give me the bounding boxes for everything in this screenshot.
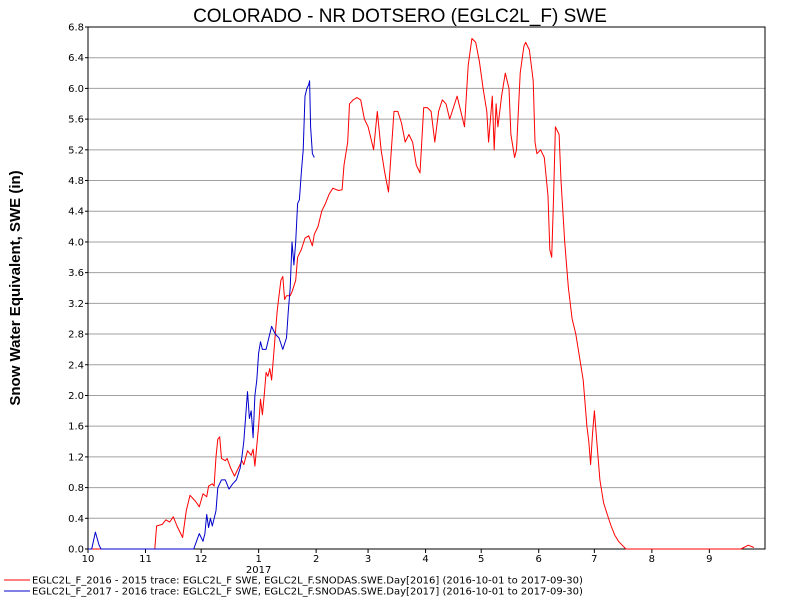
y-tick-label: 0.8 xyxy=(68,483,84,494)
y-tick-label: 2.0 xyxy=(68,391,84,402)
x-tick-label: 12 xyxy=(195,554,208,565)
y-axis-label: Snow Water Equivalent, SWE (in) xyxy=(7,170,24,405)
y-tick-label: 2.8 xyxy=(68,330,84,341)
y-tick-label: 4.4 xyxy=(68,207,84,218)
x-tick-label: 9 xyxy=(706,554,712,565)
y-tick-label: 3.2 xyxy=(68,299,84,310)
x-tick-label: 7 xyxy=(591,554,597,565)
y-tick-label: 6.0 xyxy=(68,84,84,95)
y-tick-label: 4.8 xyxy=(68,176,84,187)
plot-frame xyxy=(87,26,766,550)
x-tick-label: 5 xyxy=(478,554,484,565)
x-tick-label: 11 xyxy=(139,554,152,565)
legend-label-1: EGLC2L_F_2016 - 2015 trace: EGLC2L_F SWE… xyxy=(32,576,583,587)
y-tick-label: 5.6 xyxy=(68,115,84,126)
x-tick-label: 8 xyxy=(649,554,655,565)
y-tick-label: 0.0 xyxy=(68,545,84,556)
series-line-1 xyxy=(88,38,755,550)
x-tick-label: 1 xyxy=(255,554,261,565)
legend-label-2: EGLC2L_F_2017 - 2016 trace: EGLC2L_F SWE… xyxy=(32,587,583,598)
x-tick-label: 2 xyxy=(313,554,319,565)
y-tick-label: 1.6 xyxy=(68,422,84,433)
y-tick-labels: 0.0 0.4 0.8 1.2 1.6 2.0 2.4 2.8 3.2 3.6 4.0 4.4 4.8 5… xyxy=(68,23,88,556)
x-year-label: 2017 xyxy=(246,565,271,576)
y-tick-label: 4.0 xyxy=(68,237,84,248)
grid-lines xyxy=(88,57,765,519)
x-tick-label: 4 xyxy=(422,554,428,565)
chart-title: COLORADO - NR DOTSERO (EGLC2L_F) SWE xyxy=(193,6,607,27)
legend: EGLC2L_F_2016 - 2015 trace: EGLC2L_F SWE… xyxy=(4,576,583,598)
y-tick-label: 1.2 xyxy=(68,452,84,463)
y-tick-label: 2.4 xyxy=(68,360,84,371)
x-tick-label: 10 xyxy=(82,554,95,565)
y-tick-label: 3.6 xyxy=(68,268,84,279)
series-line-2 xyxy=(88,80,315,550)
x-tick-label: 6 xyxy=(536,554,542,565)
y-tick-label: 5.2 xyxy=(68,145,84,156)
x-tick-label: 3 xyxy=(365,554,371,565)
series-lines xyxy=(88,38,755,550)
y-tick-label: 0.4 xyxy=(68,514,84,525)
y-tick-label: 6.8 xyxy=(68,23,84,34)
y-tick-label: 6.4 xyxy=(68,53,84,64)
